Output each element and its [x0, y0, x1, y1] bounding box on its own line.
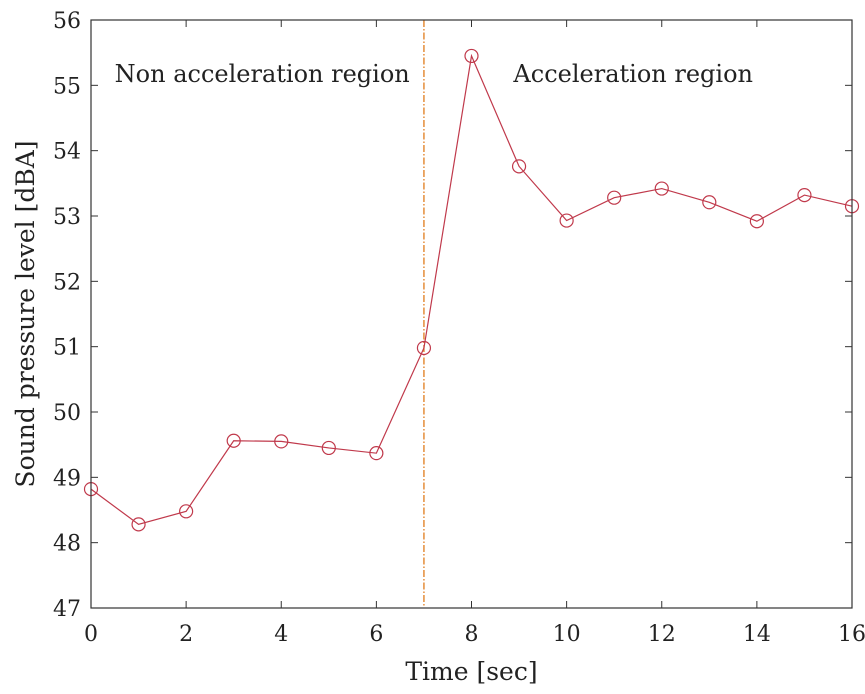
- x-tick-label: 14: [743, 622, 771, 647]
- x-tick-label: 12: [648, 622, 676, 647]
- data-point: [464, 48, 479, 64]
- data-point: [179, 504, 194, 519]
- y-tick-label: 53: [53, 205, 81, 230]
- x-tick-label: 8: [465, 622, 479, 647]
- x-tick-label: 4: [274, 622, 288, 647]
- data-point: [369, 446, 384, 461]
- x-tick-label: 6: [369, 622, 383, 647]
- data-point: [654, 181, 669, 196]
- data-point: [274, 434, 289, 449]
- data-point: [416, 340, 432, 356]
- y-tick-label: 47: [53, 597, 81, 622]
- x-axis: 0 2 4 6 8 10 12 14 16: [84, 20, 865, 647]
- data-point: [321, 440, 336, 456]
- x-tick-label: 2: [179, 622, 193, 647]
- y-tick-label: 49: [53, 466, 81, 491]
- data-point: [797, 187, 812, 203]
- y-tick-label: 48: [53, 532, 81, 557]
- x-tick-label: 0: [84, 622, 98, 647]
- annotation-label: Acceleration region: [512, 60, 753, 88]
- series-line: [90, 53, 853, 526]
- y-axis-title: Sound pressure level [dBA]: [11, 140, 40, 487]
- plot-frame: [90, 19, 853, 609]
- y-axis: 47 48 49 50 51 52 53 54 55 56: [53, 9, 852, 622]
- annotation-layer: Non acceleration region Acceleration regi…: [115, 60, 753, 88]
- annotation-label: Non acceleration region: [115, 60, 410, 88]
- y-tick-label: 55: [53, 74, 81, 99]
- x-tick-label: 16: [838, 622, 865, 647]
- data-point: [131, 517, 146, 532]
- x-axis-title: Time [sec]: [405, 657, 537, 686]
- y-tick-label: 54: [53, 140, 81, 165]
- data-point: [607, 190, 622, 205]
- x-tick-label: 10: [553, 622, 581, 647]
- data-point: [511, 159, 527, 174]
- data-point: [559, 213, 574, 228]
- series-layer: [83, 48, 860, 532]
- y-tick-label: 52: [53, 270, 81, 295]
- y-tick-label: 56: [53, 9, 81, 34]
- data-point: [749, 214, 764, 229]
- data-point: [702, 195, 717, 210]
- y-tick-label: 50: [53, 401, 81, 426]
- data-point: [226, 433, 241, 448]
- y-tick-label: 51: [53, 336, 81, 361]
